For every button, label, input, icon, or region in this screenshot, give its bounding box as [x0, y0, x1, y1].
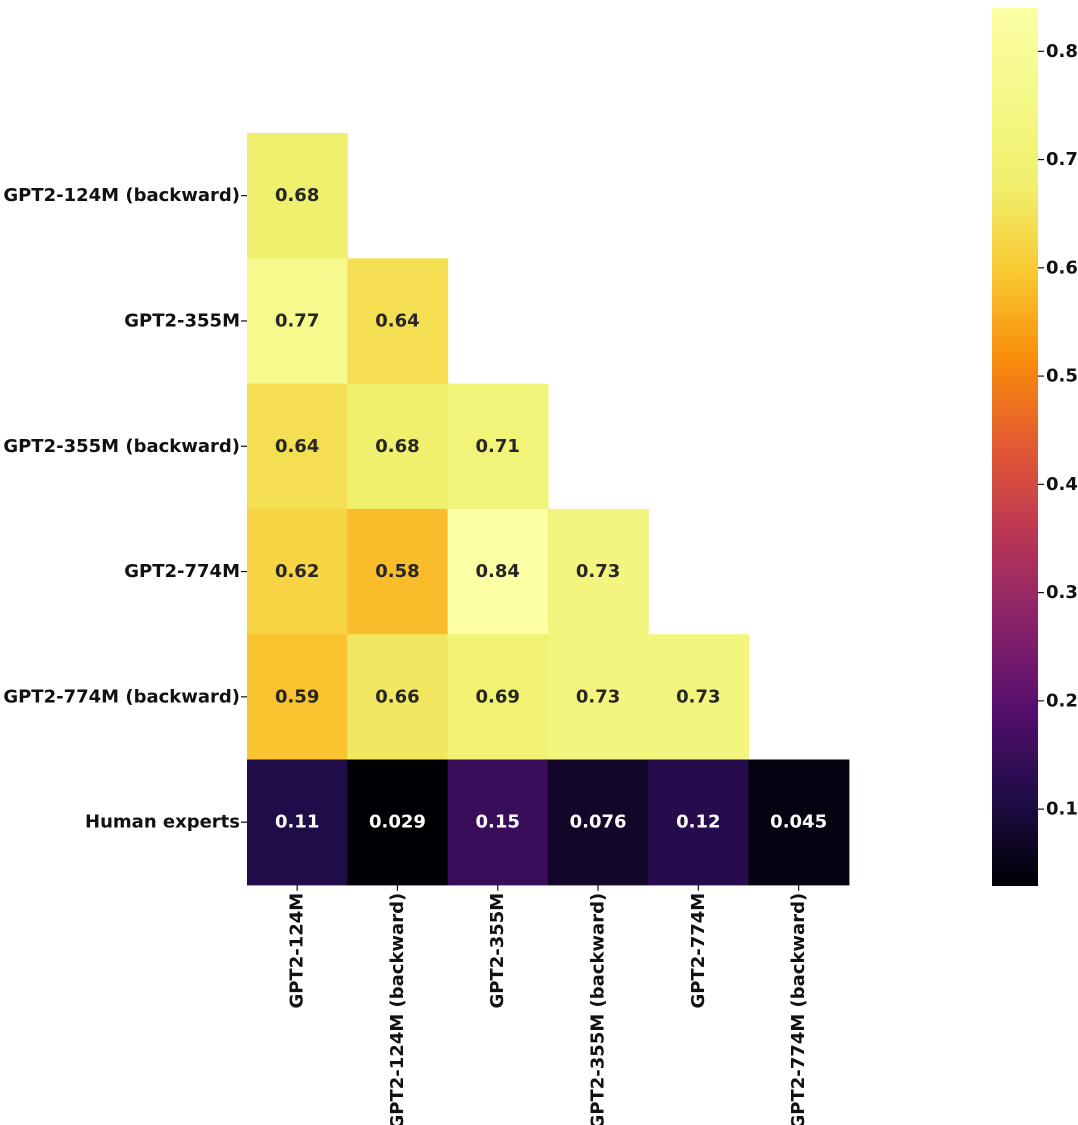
colorbar-tick-label: 0.2: [1046, 690, 1078, 711]
column-labels: GPT2-124M GPT2-124M (backward) GPT2-355M GP…: [287, 884, 809, 1125]
cell-value-label: 0.71: [476, 436, 520, 457]
cell-value-label: 0.64: [375, 310, 419, 331]
x-tick-label: GPT2-124M: [287, 893, 308, 1009]
cell-value-label: 0.77: [275, 310, 319, 331]
x-tick-label: GPT2-774M (backward): [788, 893, 809, 1125]
heatmap-cell: [247, 258, 348, 385]
heatmap-cell: [347, 759, 449, 886]
cell-value-label: 0.84: [476, 561, 520, 582]
x-tick-label: GPT2-355M: [487, 893, 508, 1009]
cell-value-label: 0.58: [375, 561, 419, 582]
heatmap-cell: [247, 508, 348, 635]
cell-value-label: 0.59: [275, 686, 319, 707]
cell-value-label: 0.11: [275, 812, 319, 833]
heatmap-cell: [547, 759, 649, 886]
heatmap-cells: 0.68 0.77 0.64 0.64 0.68 0.71 0.62 0.58 0.84 0.73…: [247, 133, 850, 886]
heatmap-cell: [447, 383, 549, 510]
colorbar-tick-label: 0.4: [1046, 474, 1078, 495]
cell-value-label: 0.68: [375, 436, 419, 457]
heatmap-cell: [347, 634, 449, 761]
heatmap-cell: [347, 508, 449, 635]
y-tick-label: GPT2-124M (backward): [3, 185, 240, 206]
y-tick-label: GPT2-774M (backward): [3, 686, 240, 707]
heatmap-cell: [648, 634, 750, 761]
colorbar-tick-label: 0.5: [1046, 366, 1078, 387]
heatmap-cell: [547, 508, 649, 635]
y-tick-label: Human experts: [85, 812, 240, 833]
colorbar-tick-label: 0.1: [1046, 799, 1078, 820]
heatmap-cell: [648, 759, 750, 886]
cell-value-label: 0.73: [676, 686, 720, 707]
cell-value-label: 0.15: [476, 812, 520, 833]
cell-value-label: 0.73: [576, 561, 620, 582]
colorbar-gradient: [992, 8, 1038, 886]
cell-value-label: 0.076: [570, 812, 627, 833]
heatmap-cell: [247, 634, 348, 761]
x-tick-label: GPT2-774M: [688, 893, 709, 1009]
colorbar-tick-label: 0.7: [1046, 149, 1078, 170]
cell-value-label: 0.68: [275, 185, 319, 206]
cell-value-label: 0.045: [770, 812, 827, 833]
cell-value-label: 0.64: [275, 436, 319, 457]
heatmap-cell: [447, 634, 549, 761]
x-tick-label: GPT2-355M (backward): [588, 893, 609, 1125]
colorbar-tick-label: 0.3: [1046, 582, 1078, 603]
heatmap-cell: [547, 634, 649, 761]
heatmap-cell: [447, 759, 549, 886]
cell-value-label: 0.69: [476, 686, 520, 707]
y-tick-label: GPT2-355M: [124, 310, 240, 331]
cell-value-label: 0.029: [369, 812, 426, 833]
row-labels: GPT2-124M (backward) GPT2-355M GPT2-355M (…: [3, 185, 247, 833]
heatmap-cell: [347, 258, 449, 385]
cell-value-label: 0.66: [375, 686, 419, 707]
colorbar-tick-label: 0.8: [1046, 41, 1078, 62]
cell-value-label: 0.73: [576, 686, 620, 707]
heatmap-cell: [247, 759, 348, 886]
colorbar-tick-label: 0.6: [1046, 257, 1078, 278]
cell-value-label: 0.12: [676, 812, 720, 833]
heatmap-cell: [447, 508, 549, 635]
heatmap-cell: [347, 383, 449, 510]
colorbar: 0.1 0.2 0.3 0.4 0.5 0.6 0.7 0.8: [992, 8, 1078, 886]
heatmap-cell: [748, 759, 850, 886]
heatmap-cell: [247, 133, 348, 259]
x-tick-label: GPT2-124M (backward): [387, 893, 408, 1125]
heatmap-cell: [247, 383, 348, 510]
y-tick-label: GPT2-355M (backward): [3, 436, 240, 457]
cell-value-label: 0.62: [275, 561, 319, 582]
y-tick-label: GPT2-774M: [124, 561, 240, 582]
